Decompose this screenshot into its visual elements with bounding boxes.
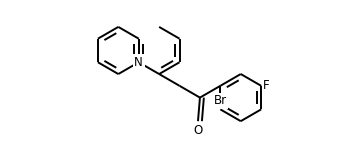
Text: Br: Br [214,94,227,107]
Text: F: F [263,79,270,92]
Text: N: N [134,56,143,69]
Text: O: O [193,124,203,137]
